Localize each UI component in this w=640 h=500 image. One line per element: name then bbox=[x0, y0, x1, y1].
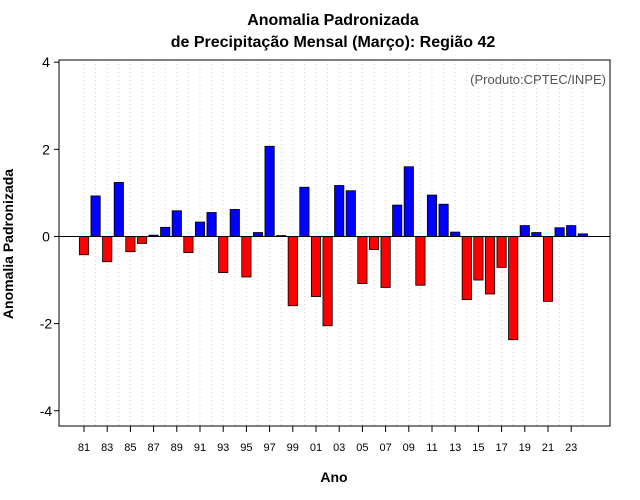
x-tick-label: 81 bbox=[78, 442, 90, 454]
x-tick-label: 21 bbox=[542, 442, 554, 454]
y-axis: -4 -2 0 2 4 bbox=[40, 54, 59, 419]
x-tick-label: 85 bbox=[124, 442, 136, 454]
x-axis: 81 83 85 87 89 91 93 95 97 99 01 03 05 07 09 11 13 15 17 19… bbox=[78, 426, 577, 454]
bar-2006 bbox=[368, 236, 380, 250]
bar-1981 bbox=[78, 236, 90, 256]
bar-2015 bbox=[473, 236, 484, 281]
x-tick-label: 03 bbox=[333, 442, 345, 454]
x-tick-label: 17 bbox=[495, 442, 507, 454]
bar-1991 bbox=[194, 221, 206, 237]
bar-1995 bbox=[241, 236, 252, 278]
bar-1988 bbox=[160, 226, 171, 237]
x-tick-label: 13 bbox=[449, 442, 461, 454]
x-tick-label: 83 bbox=[101, 442, 113, 454]
source-annotation: (Produto:CPTEC/INPE) bbox=[470, 72, 606, 87]
x-tick-label: 89 bbox=[171, 442, 183, 454]
x-tick-label: 91 bbox=[194, 442, 206, 454]
bar-1984 bbox=[113, 182, 124, 237]
y-tick-label: 4 bbox=[42, 54, 50, 70]
plot-frame bbox=[58, 59, 611, 427]
bar-2023 bbox=[566, 225, 577, 237]
bar-2014 bbox=[461, 236, 472, 301]
bar-2001 bbox=[310, 236, 322, 297]
chart-title-line-2: de Precipitação Mensal (Março): Região 4… bbox=[171, 34, 496, 51]
bar-2011 bbox=[426, 194, 438, 237]
y-tick-label: -4 bbox=[40, 403, 53, 419]
bar-2008 bbox=[392, 204, 403, 237]
x-tick-label: 93 bbox=[217, 442, 229, 454]
x-tick-label: 97 bbox=[263, 442, 275, 454]
bar-2017 bbox=[496, 236, 507, 268]
bars bbox=[78, 145, 588, 341]
bar-1990 bbox=[183, 236, 194, 253]
x-tick-label: 15 bbox=[472, 442, 484, 454]
bar-1986 bbox=[136, 236, 148, 244]
bar-1997 bbox=[264, 145, 275, 237]
bar-2019 bbox=[519, 225, 530, 237]
bar-1993 bbox=[218, 236, 229, 274]
bar-2021 bbox=[542, 236, 554, 302]
bar-1994 bbox=[229, 209, 240, 237]
bar-2009 bbox=[403, 166, 414, 237]
bar-2000 bbox=[299, 186, 310, 237]
x-tick-label: 99 bbox=[287, 442, 299, 454]
y-tick-label: 0 bbox=[42, 228, 50, 244]
x-tick-label: 01 bbox=[310, 442, 322, 454]
y-tick-label: -2 bbox=[40, 316, 53, 332]
bar-2005 bbox=[357, 236, 368, 284]
bar-2004 bbox=[345, 190, 356, 237]
bar-2022 bbox=[554, 227, 565, 237]
bar-1992 bbox=[206, 212, 217, 237]
y-tick-label: 2 bbox=[42, 141, 50, 157]
bar-1985 bbox=[125, 236, 136, 253]
x-tick-label: 95 bbox=[240, 442, 252, 454]
bar-2013 bbox=[450, 231, 461, 237]
x-axis-label: Ano bbox=[320, 469, 347, 485]
x-tick-label: 87 bbox=[147, 442, 159, 454]
x-tick-label: 05 bbox=[356, 442, 368, 454]
x-tick-label: 19 bbox=[519, 442, 531, 454]
bar-2012 bbox=[438, 203, 449, 237]
bar-1996 bbox=[252, 232, 264, 237]
bar-2010 bbox=[415, 236, 426, 286]
bar-2018 bbox=[508, 236, 519, 341]
bar-2020 bbox=[531, 232, 542, 237]
gridlines bbox=[83, 60, 584, 426]
bar-2007 bbox=[380, 236, 391, 288]
x-tick-label: 11 bbox=[426, 442, 437, 454]
x-tick-label: 09 bbox=[403, 442, 415, 454]
bar-2002 bbox=[322, 236, 333, 327]
bar-1982 bbox=[90, 195, 101, 237]
bar-1999 bbox=[287, 236, 298, 307]
bar-2003 bbox=[334, 185, 345, 237]
chart-title-line-1: Anomalia Padronizada bbox=[247, 12, 419, 29]
x-tick-label: 07 bbox=[379, 442, 391, 454]
bar-1989 bbox=[171, 210, 182, 237]
bar-1983 bbox=[102, 236, 113, 263]
y-axis-label: Anomalia Padronizada bbox=[0, 169, 16, 319]
bar-2016 bbox=[484, 236, 496, 295]
x-tick-label: 23 bbox=[565, 442, 577, 454]
